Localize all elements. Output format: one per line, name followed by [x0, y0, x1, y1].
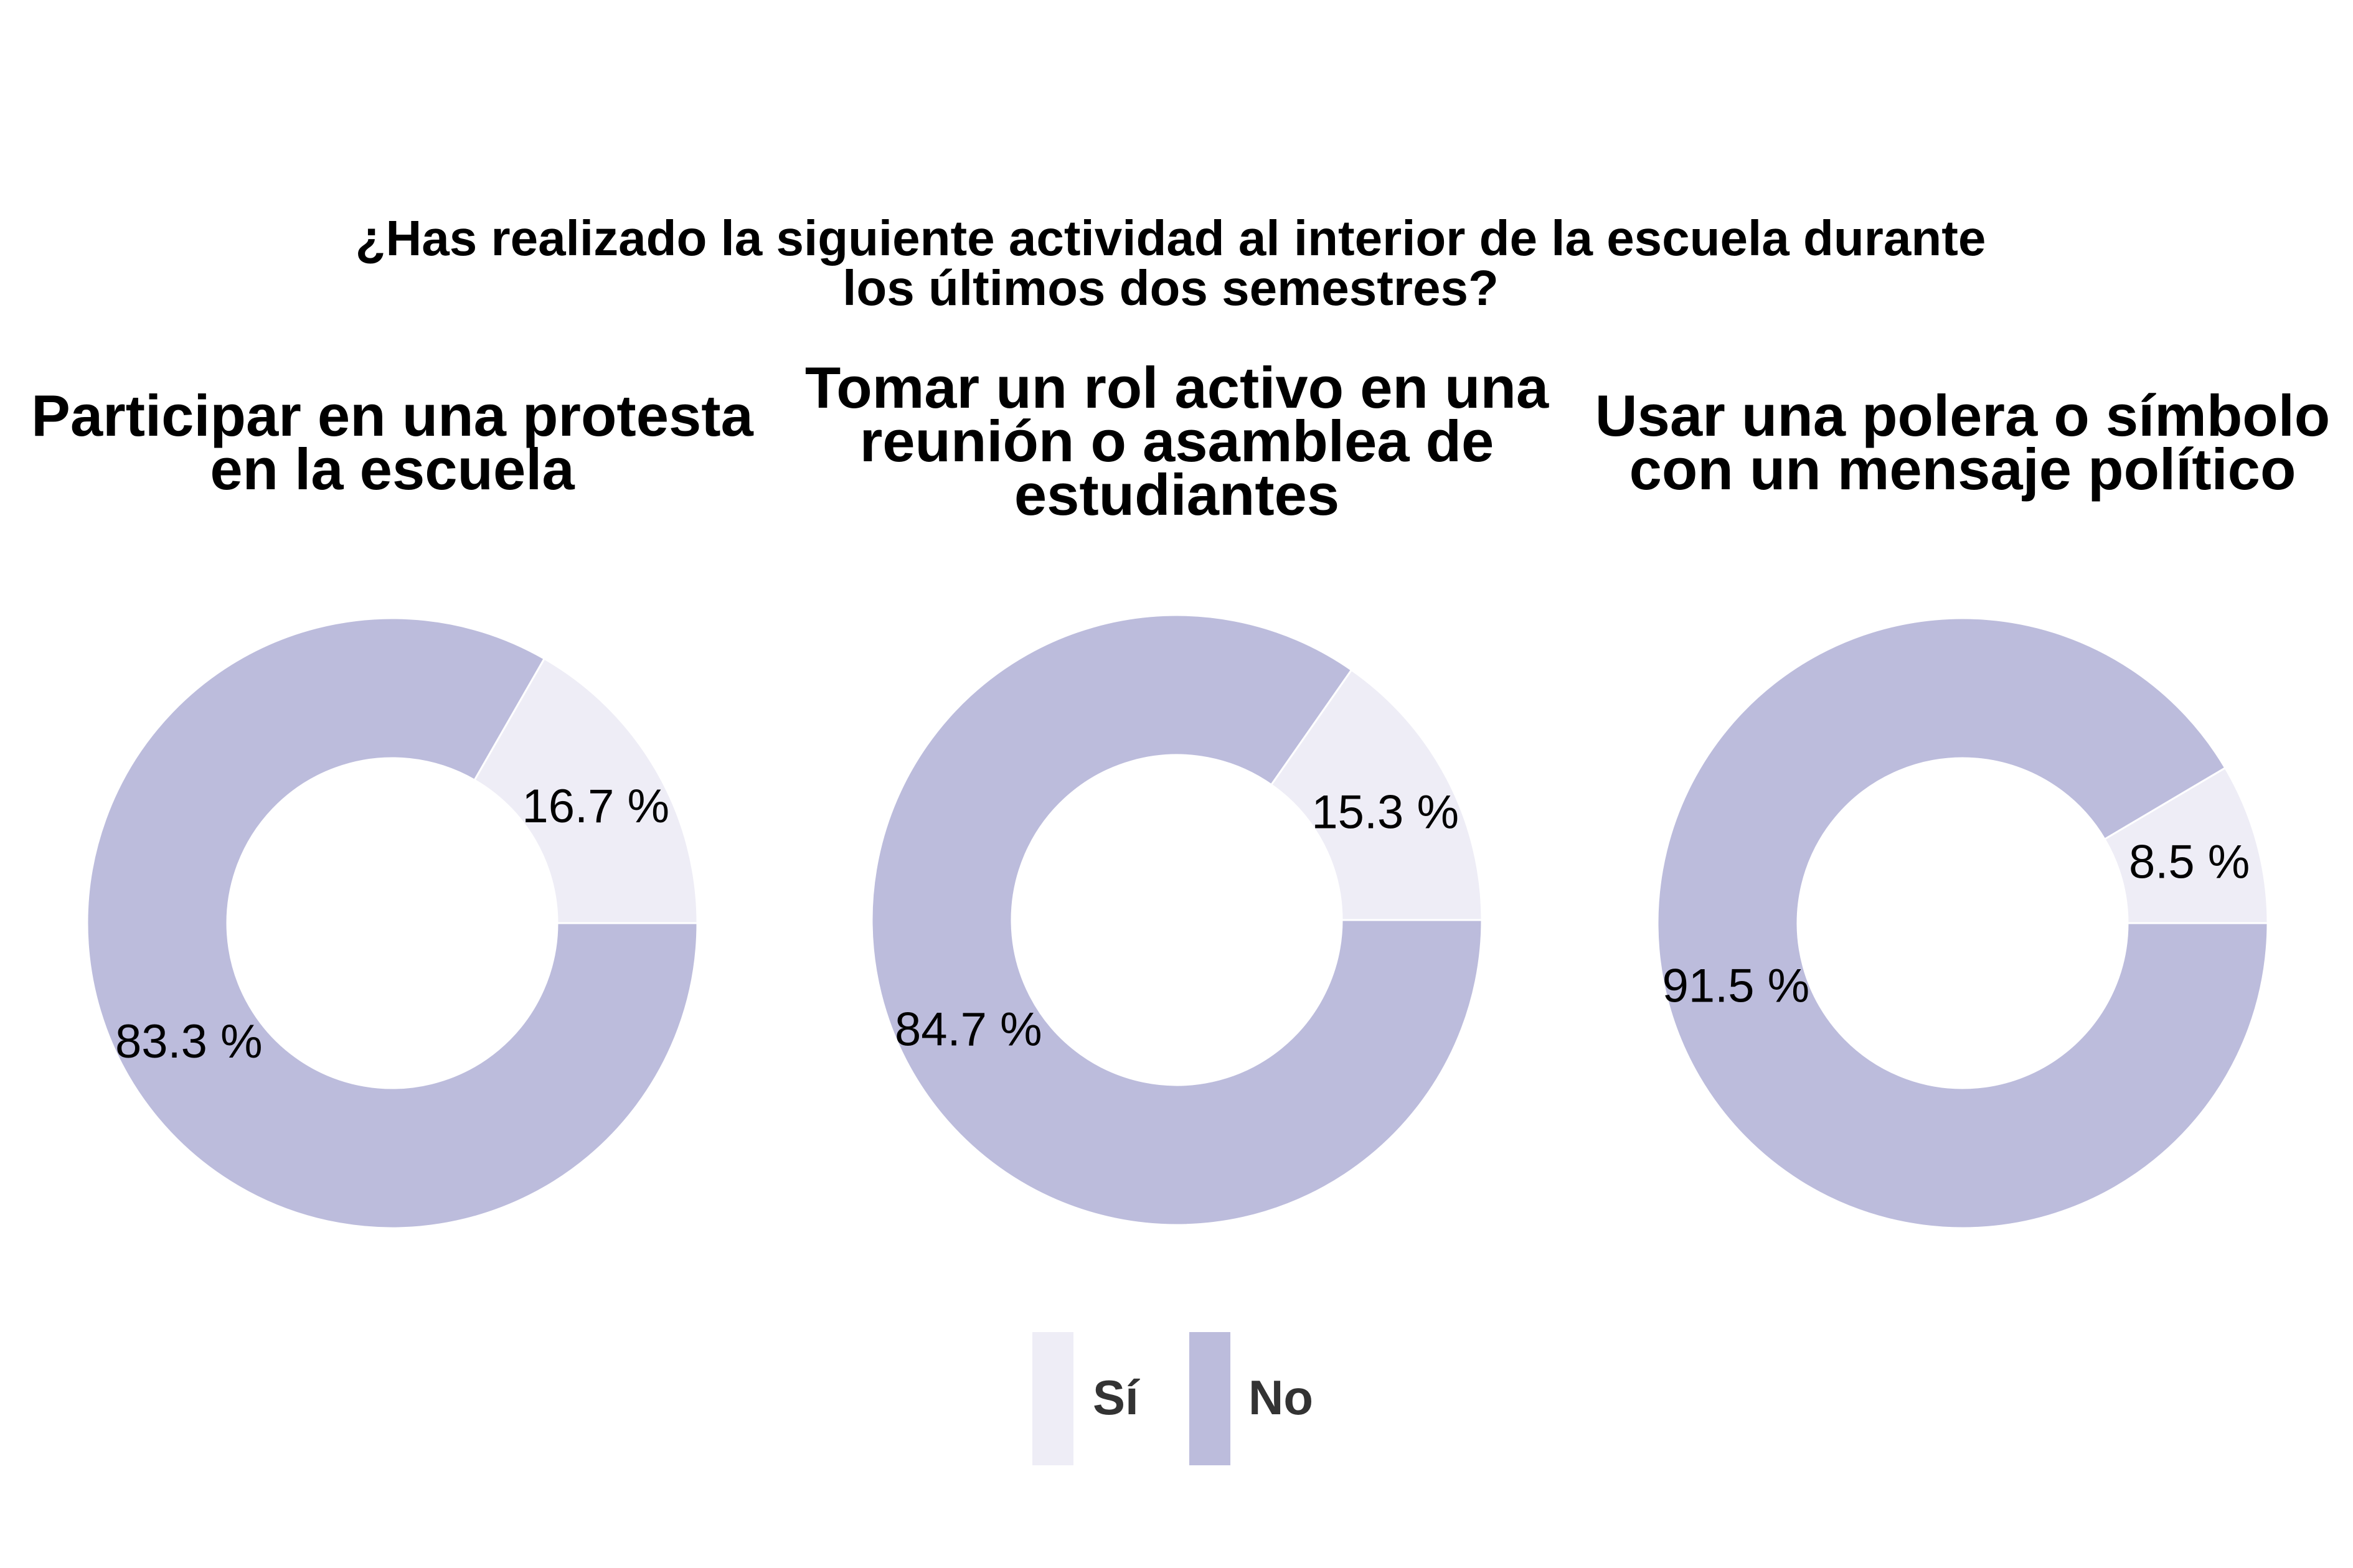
slice-label-si: 15.3 % — [1311, 786, 1459, 838]
slice-no — [86, 617, 699, 1229]
slice-no — [870, 614, 1483, 1226]
slice-si — [473, 657, 699, 924]
panel-title-line: Participar en una protesta — [31, 383, 753, 448]
slice-no — [1656, 617, 2269, 1229]
main-title-line-1: ¿Has realizado la siguiente actividad al… — [356, 210, 1986, 266]
slice-label-si: 8.5 % — [2129, 835, 2250, 888]
legend-swatch — [1189, 1332, 1230, 1465]
legend-label: Sí — [1093, 1370, 1140, 1425]
slice-label-no: 84.7 % — [895, 1003, 1042, 1056]
legend-item-no: No — [1189, 1332, 1313, 1465]
slice-label-si: 16.7 % — [522, 780, 669, 833]
panel-title-line: estudiantes — [1014, 462, 1339, 527]
main-title-line-2: los últimos dos semestres? — [842, 260, 1499, 316]
panel-title-line: con un mensaje político — [1629, 436, 2296, 502]
legend: Sí No — [1032, 1332, 1313, 1465]
panel-title-line: en la escuela — [210, 436, 575, 502]
panel-title-line: Usar una polera o símbolo — [1595, 383, 2330, 448]
legend-label: No — [1248, 1370, 1313, 1425]
legend-item-si: Sí — [1032, 1332, 1140, 1465]
main-title: ¿Has realizado la siguiente actividad al… — [356, 210, 1986, 316]
panel-title-line: reunión o asamblea de — [860, 408, 1494, 474]
legend-swatch — [1032, 1332, 1073, 1465]
slice-si — [1270, 669, 1483, 921]
panel-title-line: Tomar un rol activo en una — [805, 355, 1549, 420]
slice-label-no: 83.3 % — [115, 1015, 263, 1068]
slice-label-no: 91.5 % — [1662, 960, 1810, 1013]
